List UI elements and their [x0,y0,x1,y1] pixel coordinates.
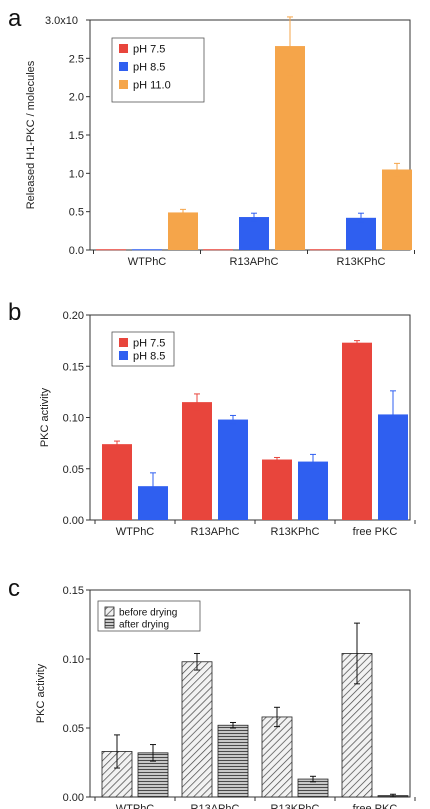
y-tick-label: 2.0 [69,92,84,104]
legend-swatch [104,618,115,629]
y-tick-label: 3.0x10 [45,15,78,27]
x-tick-label: WTPhC [128,256,167,268]
panel-c: c 0.00 0.05 0.10 0.15 PKC activity WTPhC R13APh… [8,575,416,809]
y-axis-label: Released H1-PKC / molecules [25,60,37,209]
legend-box [111,331,175,367]
x-tick-label: free PKC [353,803,398,809]
bar [382,169,412,250]
legend-label: pH 11.0 [133,80,171,92]
bar [218,419,248,520]
legend-swatch [119,351,128,360]
legend-label: pH 7.5 [133,44,165,56]
panel-b: b 0.00 0.05 0.10 0.15 0.20 PKC activity WTPhC R1… [8,299,416,538]
bar [275,46,305,250]
x-tick-label: WTPhC [116,526,155,538]
bar [310,249,340,251]
x-tick-label: free PKC [353,526,398,538]
bar [298,461,328,520]
y-tick-label: 0.15 [63,585,84,597]
y-tick-label: 0.00 [63,515,84,527]
bar [346,217,376,250]
bar [132,249,162,251]
panel-label: c [8,575,20,602]
bar [203,249,233,251]
x-tick-label: R13KPhC [271,526,320,538]
x-tick-label: R13APhC [191,803,240,809]
legend-label: pH 8.5 [133,62,165,74]
y-axis-label: PKC activity [35,663,47,723]
bar [102,444,132,520]
legend-swatch [119,80,128,89]
panel-label: b [8,299,21,326]
y-tick-label: 1.5 [69,130,84,142]
y-tick-label: 0.05 [63,723,84,735]
legend-swatch [104,606,115,617]
bar [181,661,213,798]
y-axis-label: PKC activity [39,387,51,447]
y-tick-label: 0.10 [63,413,84,425]
y-tick-label: 2.5 [69,53,84,65]
legend-box [97,600,201,632]
bar [96,249,126,251]
x-tick-label: R13KPhC [271,803,320,809]
bar [239,217,269,250]
bar [261,716,293,798]
panel-label: a [8,5,22,32]
y-tick-label: 1.0 [69,168,84,180]
y-tick-label: 0.05 [63,464,84,476]
plot-frame [89,589,411,798]
y-tick-label: 0.00 [63,792,84,804]
bar [262,459,292,520]
y-tick-label: 0.0 [69,245,84,257]
panel-a: a0.00.51.01.52.02.53.0x106Released H1-PK… [8,5,415,268]
bar [217,724,249,798]
legend-label: pH 7.5 [133,338,165,350]
legend-swatch [119,44,128,53]
x-tick-label: R13APhC [191,526,240,538]
bar [342,342,372,520]
legend-swatch [119,62,128,71]
bar [168,212,198,250]
y-tick-label: 0.5 [69,207,84,219]
bar [182,402,212,520]
legend-label: pH 8.5 [133,351,165,363]
y-tick-label: 0.10 [63,654,84,666]
x-tick-label: R13KPhC [337,256,386,268]
x-tick-label: R13APhC [230,256,279,268]
x-tick-label: WTPhC [116,803,155,809]
legend-label: before drying [119,608,177,619]
y-tick-label: 0.15 [63,361,84,373]
legend-swatch [119,338,128,347]
legend-label: after drying [119,620,169,631]
y-tick-label: 0.20 [63,310,84,322]
